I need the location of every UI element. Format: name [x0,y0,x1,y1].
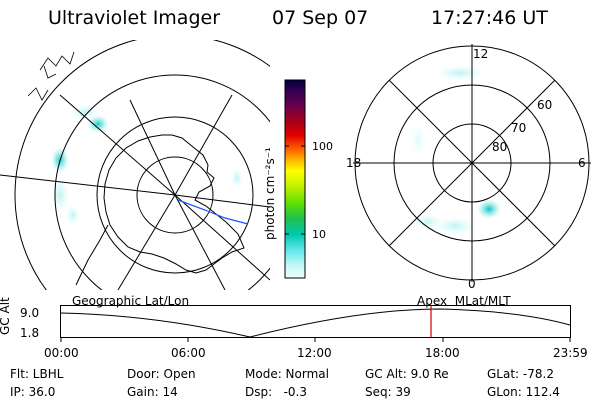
timeline-ytick-low: 1.8 [20,326,40,340]
status-glon: GLon: 112.4 [487,385,560,399]
aurora-emission-polar [410,65,501,235]
polar-mlt-plot [353,44,591,282]
timeline-xtick-1200: 12:00 [297,346,332,360]
mlat-label-70: 70 [511,121,527,135]
timeline-xtick-1800: 18:00 [425,346,460,360]
timeline-xtick-2359: 23:59 [553,346,588,360]
status-gc-alt: GC Alt: 9.0 Re [365,367,449,381]
mlat-label-60: 60 [537,98,553,112]
status-dsp: Dsp: -0.3 [245,385,308,399]
time-label: 17:27:46 UT [431,7,548,29]
mlt-label-0: 0 [468,277,476,291]
coastline [27,51,75,101]
terminator-line [177,199,249,225]
colorbar-tick-100: 100 [312,140,333,153]
geographic-map [0,40,270,290]
antarctica-outline [75,134,245,286]
date-label: 07 Sep 07 [272,7,369,29]
status-gain: Gain: 14 [127,385,178,399]
timeline-left-title: Geographic Lat/Lon [72,294,190,308]
timeline-xtick-0600: 06:00 [171,346,206,360]
status-ip: IP: 36.0 [10,385,56,399]
instrument-title: Ultraviolet Imager [48,7,221,29]
timeline-xtick-0000: 00:00 [44,346,79,360]
status-door: Door: Open [127,367,196,381]
colorbar-label: photon cm⁻²s⁻¹ [263,147,277,240]
timeline-ytick-high: 9.0 [20,306,40,320]
mlt-label-18: 18 [346,156,362,170]
colorbar-tick-10: 10 [312,228,326,241]
timeline-right-title: Apex MLat/MLT [417,294,511,308]
mlt-label-12: 12 [473,47,489,61]
mlat-label-80: 80 [492,140,508,154]
status-glat: GLat: -78.2 [487,367,554,381]
status-filter: Flt: LBHL [10,367,64,381]
timeline-plot [60,305,571,342]
colorbar [284,79,306,279]
mlt-label-6: 6 [578,156,586,170]
status-seq: Seq: 39 [365,385,411,399]
status-mode: Mode: Normal [245,367,329,381]
timeline-axis-label: GC Alt [0,297,12,335]
